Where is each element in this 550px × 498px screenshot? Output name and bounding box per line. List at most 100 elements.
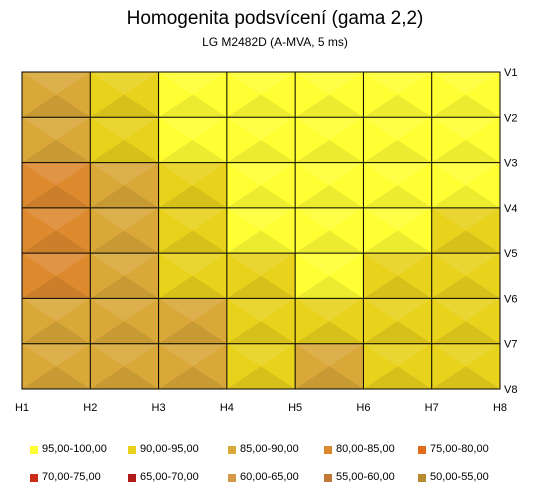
cell-facet-dark	[158, 366, 227, 389]
cell-facet-light	[158, 72, 227, 95]
heatmap-cell	[431, 162, 501, 209]
heatmap-cell	[22, 298, 91, 345]
heatmap-cell	[226, 162, 296, 209]
cell-facet-dark	[363, 366, 432, 389]
cell-facet-dark	[90, 139, 159, 163]
chart-title: Homogenita podsvícení (gama 2,2)	[126, 8, 424, 29]
cell-facet-dark	[431, 230, 500, 254]
heatmap-cell	[363, 72, 433, 118]
cell-facet-light	[295, 162, 364, 186]
heatmap-cell	[226, 72, 296, 118]
heatmap-cell	[295, 343, 364, 390]
heatmap-cell	[363, 117, 433, 164]
heatmap-cell	[158, 162, 228, 209]
cell-facet-dark	[226, 94, 296, 118]
legend-label: 70,00-75,00	[42, 471, 101, 483]
heatmap-cell	[22, 117, 91, 164]
cell-facet-dark	[431, 139, 500, 163]
x-tick-label: H2	[83, 402, 97, 414]
heatmap-cell	[431, 298, 501, 345]
cell-facet-light	[295, 207, 364, 231]
heatmap-cell	[363, 162, 433, 209]
heatmap-cell	[158, 72, 228, 118]
cell-facet-dark	[90, 230, 159, 254]
y-tick-label: V5	[504, 248, 517, 260]
cell-facet-dark	[431, 94, 500, 118]
cell-facet-light	[22, 207, 91, 231]
heatmap-cell	[295, 253, 364, 299]
cell-facet-dark	[363, 230, 432, 254]
cell-facet-light	[431, 72, 500, 95]
cell-facet-dark	[431, 321, 500, 344]
cell-facet-light	[431, 298, 500, 322]
cell-facet-dark	[226, 139, 296, 163]
x-tick-label: H4	[220, 402, 234, 414]
x-tick-label: H8	[493, 402, 507, 414]
y-tick-label: V3	[504, 158, 517, 170]
cell-facet-dark	[158, 230, 227, 254]
legend-label: 65,00-70,00	[140, 471, 199, 483]
cell-facet-light	[431, 162, 500, 186]
heatmap-cell	[295, 72, 364, 118]
cell-facet-light	[431, 117, 500, 140]
cell-facet-light	[158, 343, 227, 367]
legend-swatch	[228, 446, 236, 454]
cell-facet-dark	[226, 185, 296, 208]
heatmap-cell	[90, 117, 160, 164]
cell-facet-dark	[158, 321, 227, 344]
legend-swatch	[228, 474, 236, 482]
legend-swatch	[30, 474, 38, 482]
x-tick-label: H6	[356, 402, 370, 414]
heatmap-cell	[363, 298, 433, 345]
heatmap-cell	[158, 207, 228, 254]
cell-facet-dark	[431, 185, 500, 208]
cell-facet-light	[22, 253, 91, 276]
cell-facet-light	[363, 72, 432, 95]
cell-facet-light	[90, 72, 159, 95]
cell-facet-dark	[295, 230, 364, 254]
cell-facet-light	[22, 117, 91, 140]
y-tick-label: V4	[504, 203, 517, 215]
cell-facet-light	[90, 253, 159, 276]
cell-facet-light	[363, 298, 432, 322]
heatmap-cell	[226, 343, 296, 390]
heatmap-cell	[158, 253, 228, 299]
cell-facet-light	[363, 117, 432, 140]
cell-facet-dark	[226, 230, 296, 254]
heatmap-cell	[431, 72, 501, 118]
y-tick-label: V1	[504, 67, 517, 79]
cell-facet-dark	[295, 139, 364, 163]
legend-swatch	[324, 474, 332, 482]
cell-facet-dark	[363, 139, 432, 163]
heatmap-cell	[431, 117, 501, 164]
cell-facet-light	[158, 162, 227, 186]
cell-facet-dark	[158, 139, 227, 163]
heatmap-cell	[90, 72, 160, 118]
cell-facet-light	[363, 207, 432, 231]
heatmap-cell	[158, 117, 228, 164]
x-tick-label: H3	[152, 402, 166, 414]
chart-subtitle: LG M2482D (A-MVA, 5 ms)	[202, 35, 348, 49]
legend-label: 50,00-55,00	[430, 471, 489, 483]
cell-facet-dark	[22, 139, 91, 163]
cell-facet-dark	[363, 185, 432, 208]
heatmap-cell	[90, 253, 160, 299]
legend-label: 80,00-85,00	[336, 443, 395, 455]
cell-facet-dark	[22, 230, 91, 254]
legend-label: 55,00-60,00	[336, 471, 395, 483]
cell-facet-dark	[90, 185, 159, 208]
cell-facet-light	[158, 253, 227, 276]
cell-facet-dark	[90, 321, 159, 344]
heatmap-cell	[295, 117, 364, 164]
cell-facet-dark	[363, 94, 432, 118]
cell-facet-dark	[90, 94, 159, 118]
cell-facet-light	[295, 72, 364, 95]
cell-facet-light	[158, 207, 227, 231]
cell-facet-light	[22, 162, 91, 186]
cell-facet-light	[22, 72, 91, 95]
cell-facet-dark	[158, 185, 227, 208]
heatmap-cell	[22, 162, 91, 209]
heatmap-cell	[431, 207, 501, 254]
cell-facet-dark	[363, 275, 432, 299]
